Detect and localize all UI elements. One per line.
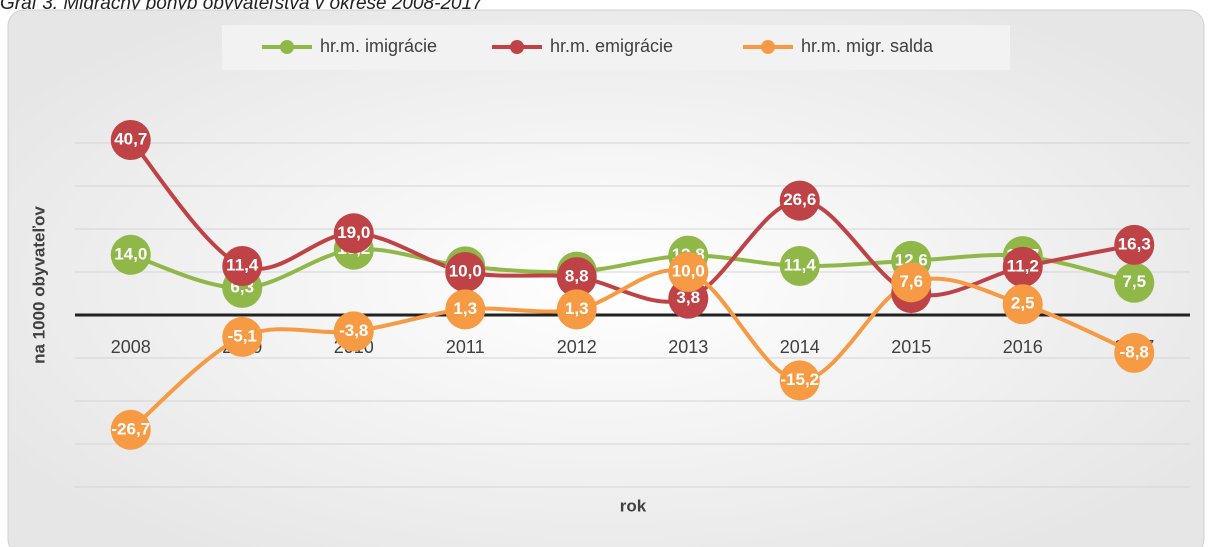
data-point — [1114, 332, 1155, 373]
data-label: 1,3 — [565, 299, 589, 318]
data-label: -8,8 — [1120, 342, 1149, 361]
data-label: 10,0 — [449, 261, 482, 280]
data-label: 2,5 — [1011, 294, 1035, 313]
legend-label: hr.m. imigrácie — [320, 36, 437, 56]
data-label: 19,0 — [337, 223, 370, 242]
series-line — [129, 138, 1135, 304]
data-point — [1002, 284, 1043, 325]
x-tick-label: 2013 — [668, 337, 708, 357]
data-label: 8,8 — [565, 267, 589, 286]
x-axis-title: rok — [620, 496, 647, 515]
data-point — [333, 311, 374, 352]
data-point — [445, 289, 486, 330]
series-line — [129, 268, 1136, 432]
data-point — [779, 245, 820, 286]
data-label: 7,5 — [1122, 272, 1146, 291]
data-point — [779, 360, 820, 401]
x-tick-label: 2011 — [446, 337, 485, 357]
data-label: -5,1 — [228, 326, 257, 345]
legend-label: hr.m. emigrácie — [550, 36, 673, 56]
data-label: 11,2 — [1007, 256, 1039, 275]
data-label: 11,4 — [784, 255, 817, 274]
data-label: 40,7 — [114, 129, 147, 148]
data-point — [1114, 262, 1155, 303]
data-point — [222, 316, 263, 357]
legend — [222, 25, 1010, 70]
data-point — [222, 245, 263, 286]
data-label: 10,0 — [672, 261, 705, 280]
data-point — [779, 180, 820, 221]
legend-marker — [510, 40, 524, 54]
data-point — [1002, 246, 1043, 287]
legend-label: hr.m. migr. salda — [801, 36, 934, 56]
data-point — [556, 257, 597, 298]
data-point — [110, 409, 151, 450]
data-label: 1,3 — [453, 299, 477, 318]
x-tick-label: 2008 — [111, 337, 151, 357]
data-label: 16,3 — [1118, 234, 1151, 253]
x-tick-label: 2014 — [780, 337, 820, 357]
x-tick-label: 2012 — [557, 337, 597, 357]
data-point — [1114, 224, 1155, 265]
data-label: 3,8 — [676, 288, 700, 307]
data-label: 14,0 — [114, 244, 147, 263]
legend-marker — [761, 40, 775, 54]
data-point — [445, 252, 486, 292]
data-point — [668, 252, 709, 292]
chart-area — [7, 9, 1205, 547]
data-label: -3,8 — [339, 321, 368, 340]
data-point — [110, 234, 151, 275]
legend-marker — [280, 40, 294, 54]
data-label: -26,7 — [111, 419, 150, 438]
data-point — [333, 213, 374, 254]
data-point — [891, 262, 932, 303]
y-axis-title: na 1000 obyvateľov — [29, 206, 48, 364]
data-label: 11,4 — [226, 255, 259, 274]
data-point — [556, 289, 597, 330]
x-tick-label: 2016 — [1003, 337, 1043, 357]
data-label: 7,6 — [899, 272, 923, 291]
x-tick-label: 2015 — [891, 337, 931, 357]
data-label: 26,6 — [783, 190, 816, 209]
data-point — [110, 119, 151, 160]
data-label: -15,2 — [780, 370, 819, 389]
series-line — [130, 247, 1135, 290]
